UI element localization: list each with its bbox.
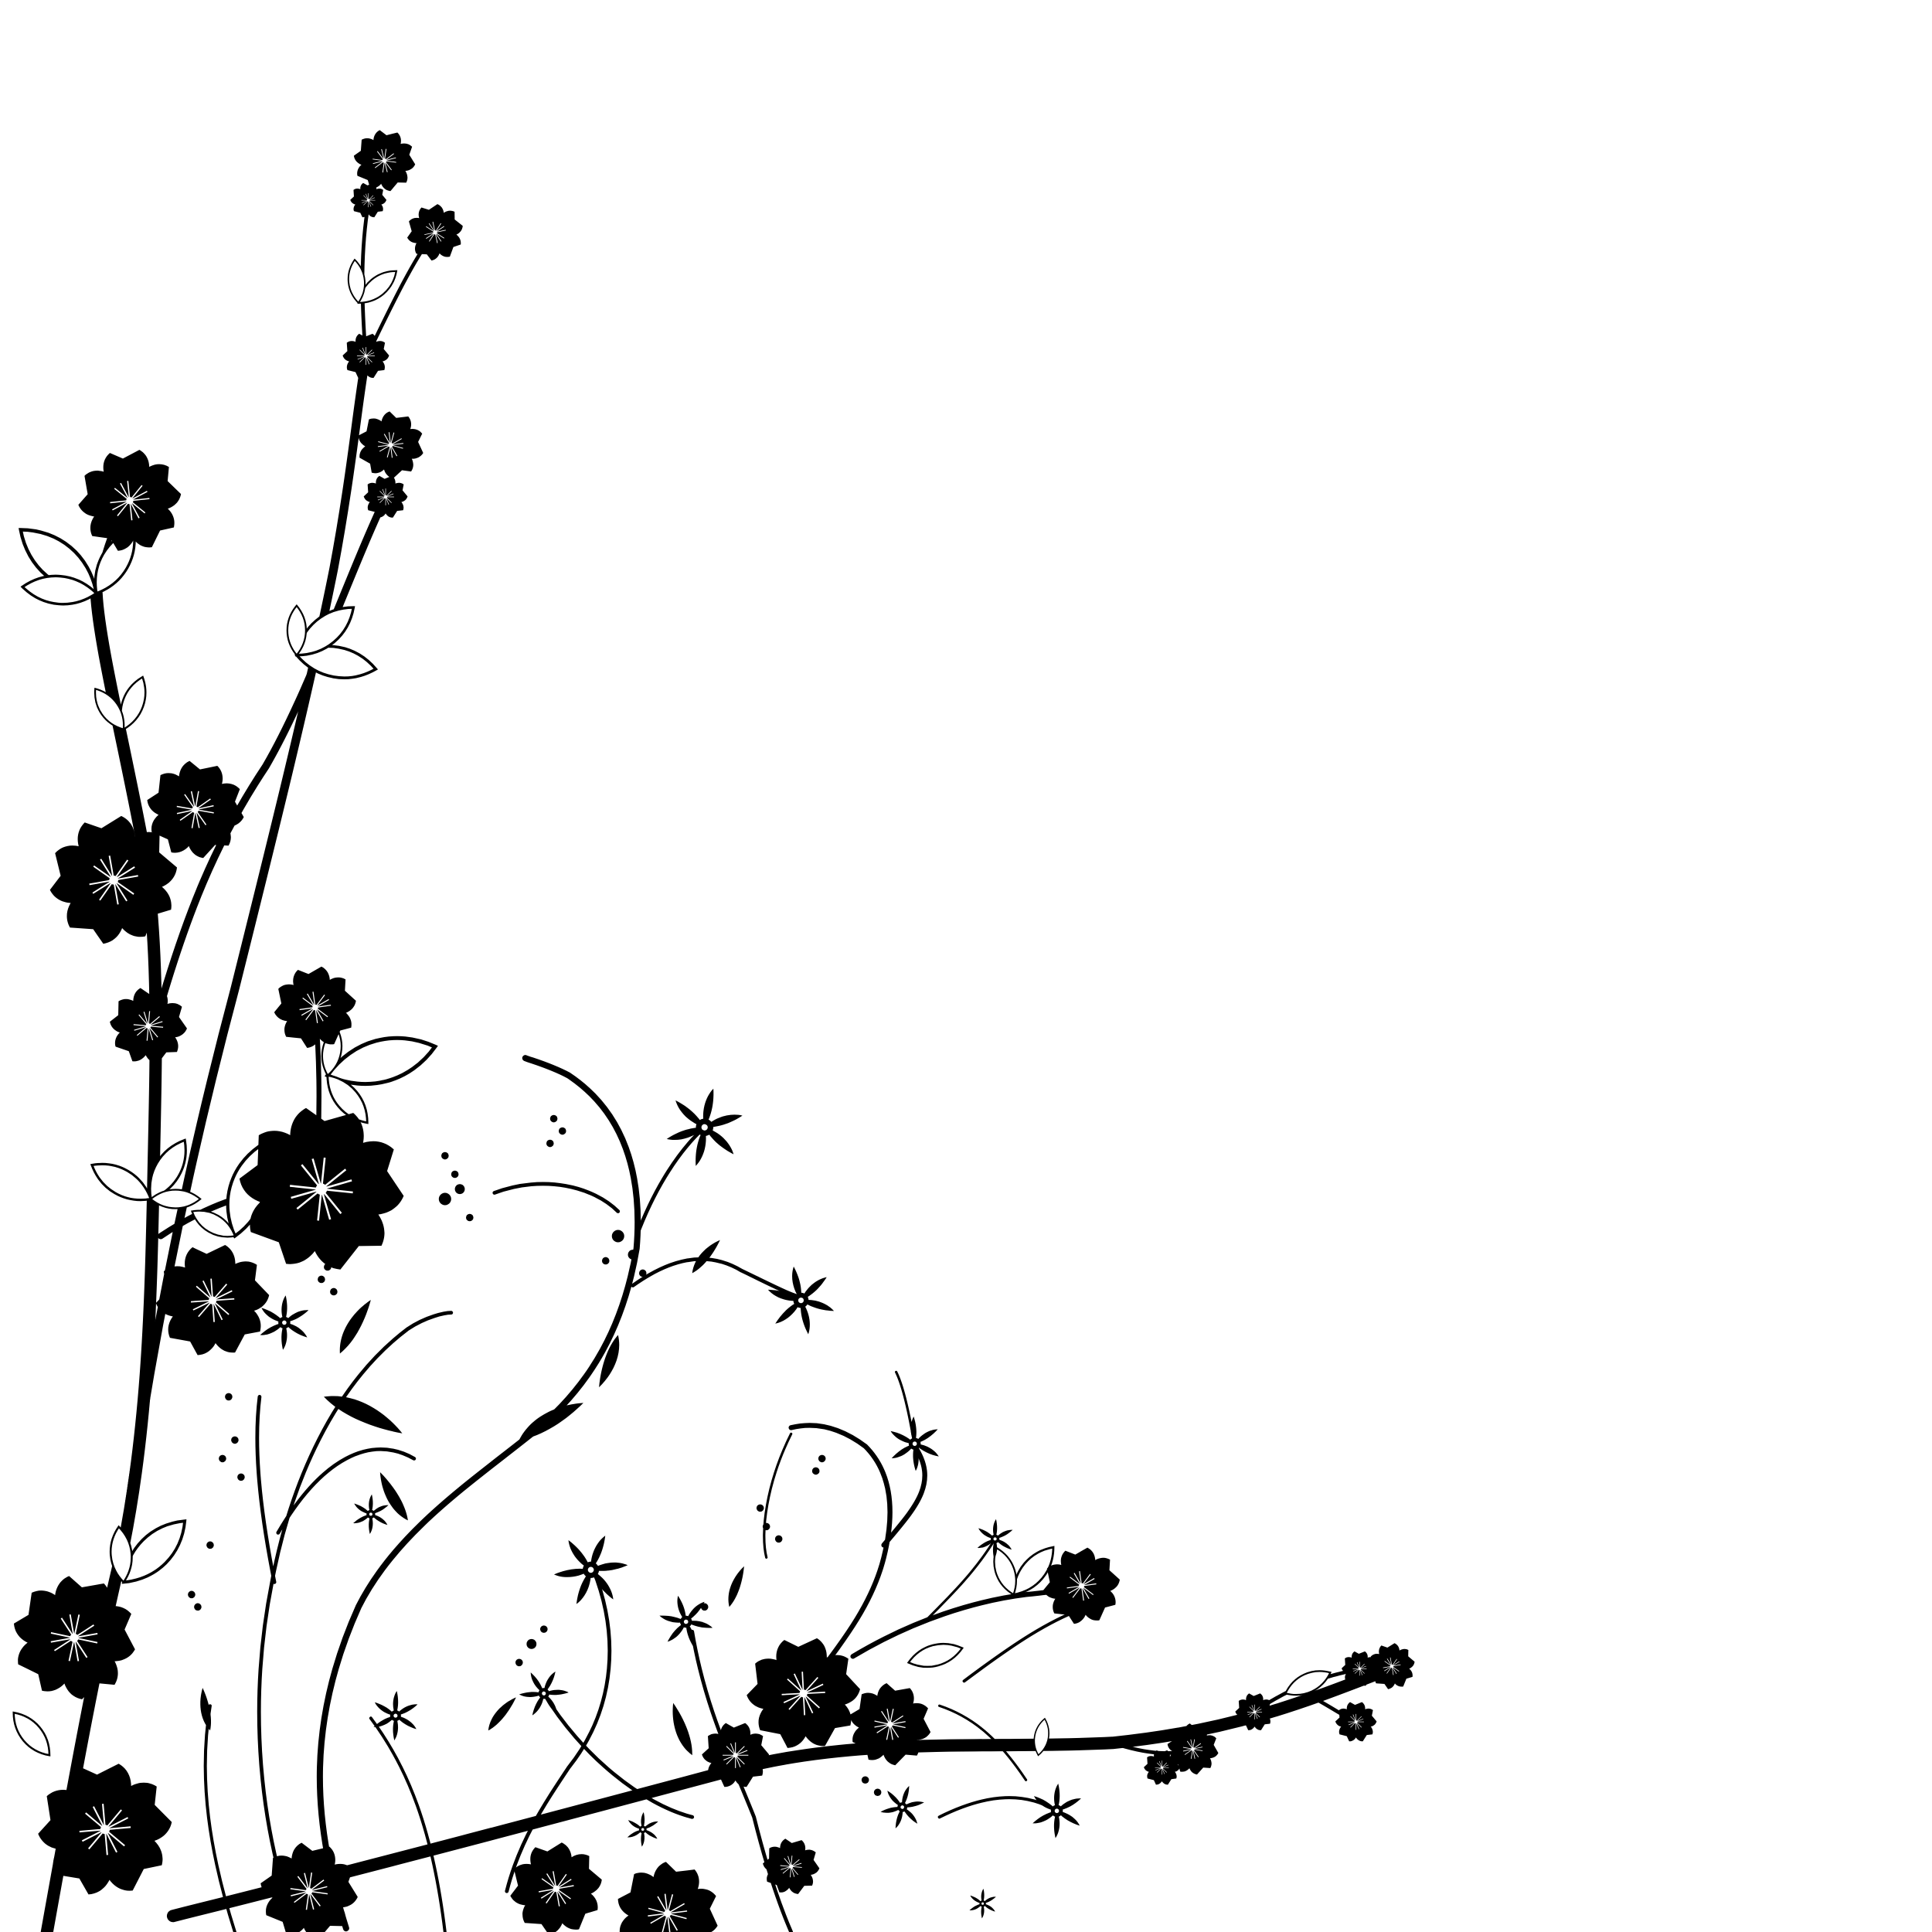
stems [40,202,1397,1932]
berries [188,1114,882,1797]
blossoms [0,127,1420,1932]
leaves [5,258,1335,1764]
